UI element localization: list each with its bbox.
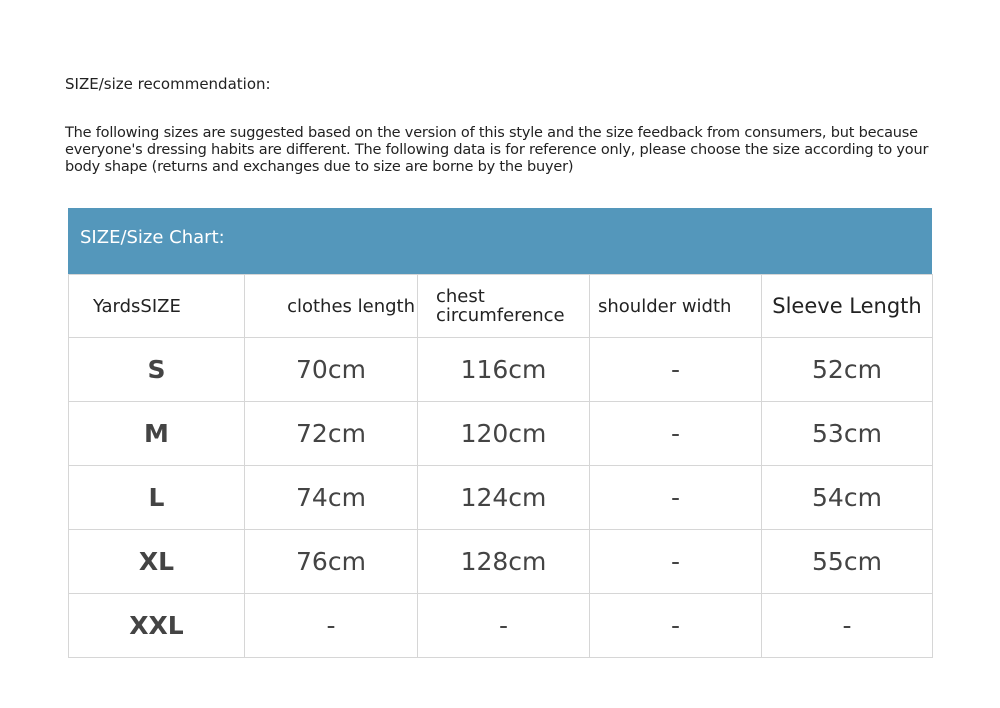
measurement-cell: 55cm bbox=[761, 529, 933, 594]
column-header: shoulder width bbox=[589, 274, 762, 338]
size-recommendation-text: The following sizes are suggested based … bbox=[65, 125, 929, 175]
column-header: chest circumference bbox=[417, 274, 590, 338]
measurement-cell: - bbox=[244, 593, 418, 658]
measurement-cell: 54cm bbox=[761, 465, 933, 530]
measurement-cell: 72cm bbox=[244, 401, 418, 466]
size-label: XL bbox=[68, 529, 245, 594]
column-header: clothes length bbox=[244, 274, 418, 338]
column-header: YardsSIZE bbox=[68, 274, 245, 338]
size-label: XXL bbox=[68, 593, 245, 658]
measurement-cell: 52cm bbox=[761, 337, 933, 402]
measurement-cell: - bbox=[589, 593, 762, 658]
measurement-cell: - bbox=[589, 465, 762, 530]
measurement-cell: 76cm bbox=[244, 529, 418, 594]
measurement-cell: 53cm bbox=[761, 401, 933, 466]
measurement-cell: 70cm bbox=[244, 337, 418, 402]
measurement-cell: - bbox=[761, 593, 933, 658]
size-table: YardsSIZE clothes length chest circumfer… bbox=[68, 274, 933, 658]
table-header-row: YardsSIZE clothes length chest circumfer… bbox=[68, 274, 933, 338]
table-row: L 74cm 124cm -54cm bbox=[68, 465, 933, 530]
measurement-cell: - bbox=[417, 593, 590, 658]
measurement-cell: 124cm bbox=[417, 465, 590, 530]
size-chart-title: SIZE/Size Chart: bbox=[68, 208, 932, 274]
table-row: XXL - - - - bbox=[68, 593, 933, 658]
size-label: L bbox=[68, 465, 245, 530]
table-row: M 72cm 120cm -53cm bbox=[68, 401, 933, 466]
measurement-cell: 116cm bbox=[417, 337, 590, 402]
table-row: XL 76cm 128cm -55cm bbox=[68, 529, 933, 594]
measurement-cell: 74cm bbox=[244, 465, 418, 530]
measurement-cell: - bbox=[589, 337, 762, 402]
measurement-cell: 128cm bbox=[417, 529, 590, 594]
measurement-cell: 120cm bbox=[417, 401, 590, 466]
measurement-cell: - bbox=[589, 529, 762, 594]
size-label: M bbox=[68, 401, 245, 466]
column-header: Sleeve Length bbox=[761, 274, 933, 338]
size-chart: SIZE/Size Chart: YardsSIZE clothes lengt… bbox=[68, 208, 933, 658]
table-row: S 70cm 116cm -52cm bbox=[68, 337, 933, 402]
measurement-cell: - bbox=[589, 401, 762, 466]
size-recommendation-heading: SIZE/size recommendation: bbox=[65, 75, 271, 93]
size-label: S bbox=[68, 337, 245, 402]
